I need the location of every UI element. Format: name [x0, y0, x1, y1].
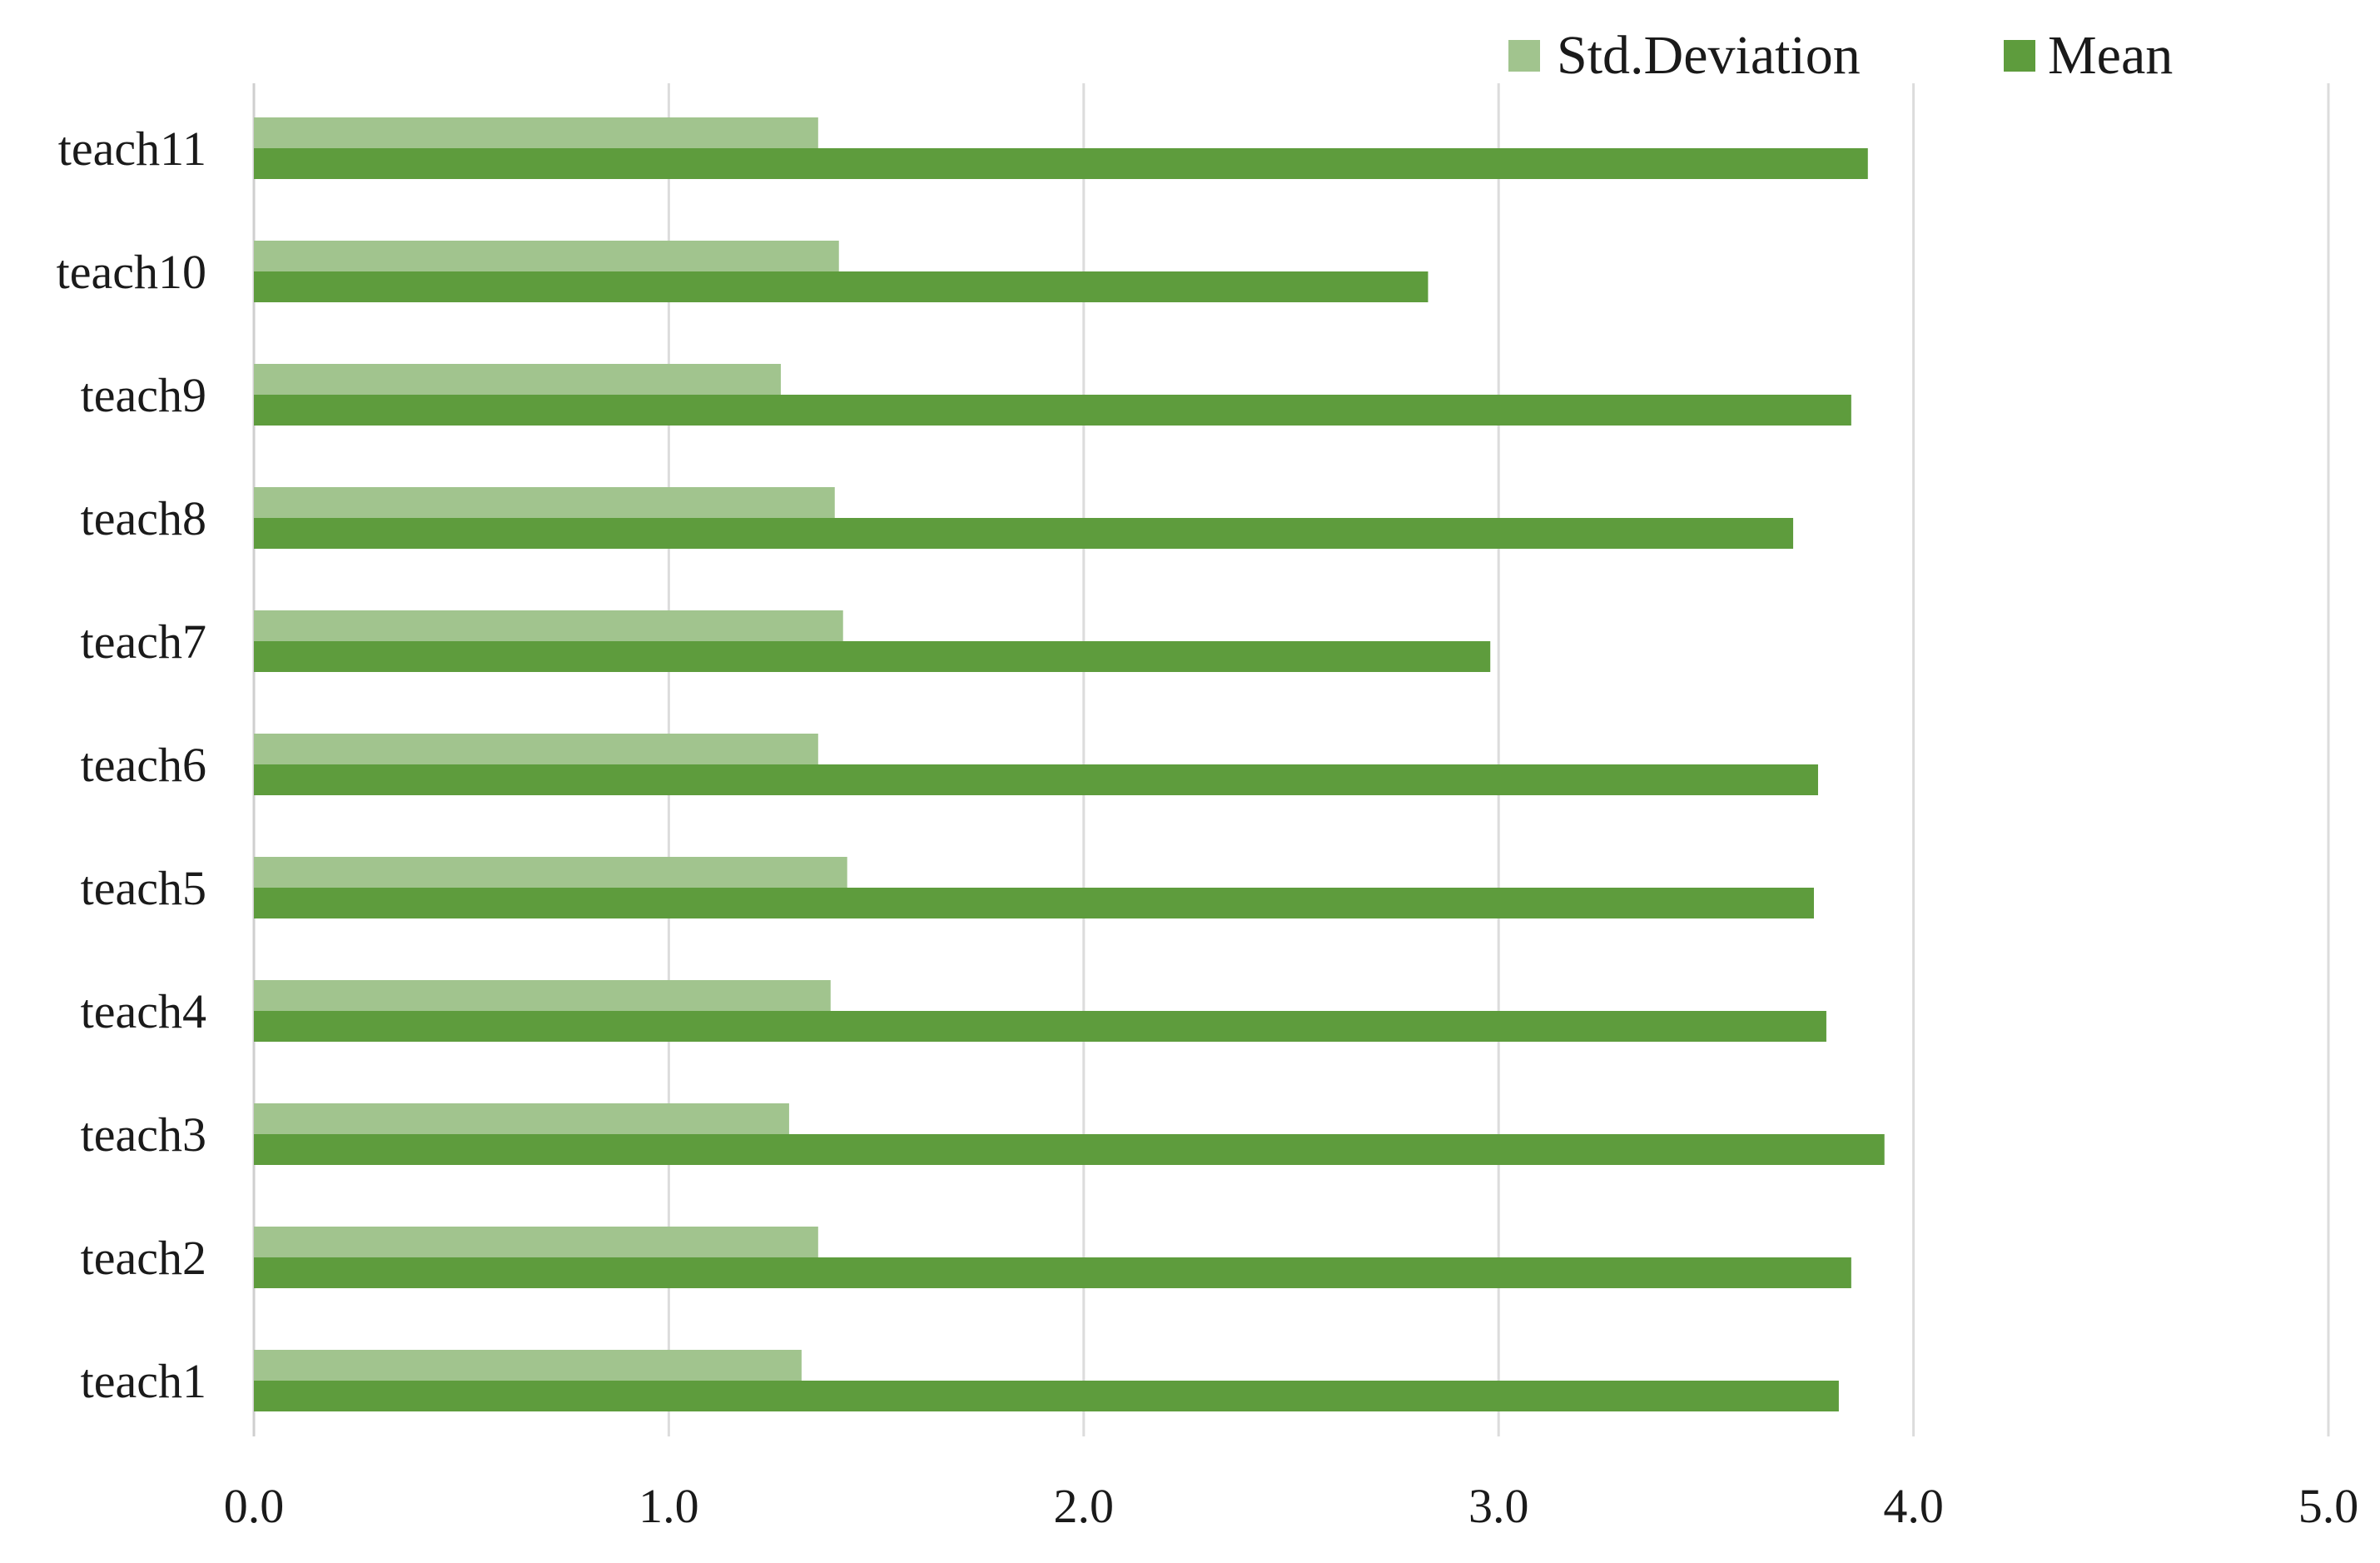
std-deviation-bar [254, 1227, 818, 1257]
mean-bar [254, 1257, 1851, 1288]
mean-bar [254, 1011, 1826, 1042]
bars [254, 117, 1885, 1411]
mean-bar [254, 518, 1794, 549]
category-label: teach1 [81, 1354, 206, 1408]
legend-swatch-mean [2004, 40, 2035, 72]
x-tick-label: 0.0 [224, 1479, 285, 1533]
grid-lines [252, 83, 2330, 1436]
category-label: teach2 [81, 1231, 206, 1285]
mean-bar [254, 888, 1814, 918]
category-label: teach7 [81, 615, 206, 669]
category-label: teach9 [81, 368, 206, 422]
x-tick-label: 5.0 [2298, 1479, 2359, 1533]
category-label: teach5 [81, 861, 206, 915]
category-label: teach6 [81, 738, 206, 792]
legend-label-std-deviation: Std.Deviation [1557, 25, 1861, 86]
std-deviation-bar [254, 117, 818, 148]
mean-bar [254, 1134, 1885, 1165]
legend-swatch-std-deviation [1508, 40, 1540, 72]
category-label: teach3 [81, 1108, 206, 1162]
category-label: teach10 [57, 245, 206, 299]
std-deviation-bar [254, 1103, 789, 1134]
legend: Std.Deviation Mean [1508, 25, 2173, 86]
mean-bar [254, 641, 1491, 672]
mean-bar [254, 148, 1868, 179]
axis-labels: 0.0 1.0 2.0 3.0 4.0 5.0 teach11 teach10 teach9 te… [57, 122, 2359, 1533]
std-deviation-bar [254, 980, 831, 1011]
std-deviation-bar [254, 487, 835, 518]
category-label: teach8 [81, 491, 206, 545]
category-label: teach11 [58, 122, 206, 176]
std-deviation-bar [254, 857, 847, 888]
x-tick-label: 4.0 [1883, 1479, 1944, 1533]
std-deviation-bar [254, 734, 818, 764]
std-deviation-bar [254, 364, 781, 395]
x-tick-label: 2.0 [1054, 1479, 1115, 1533]
mean-bar [254, 395, 1851, 426]
x-tick-label: 3.0 [1468, 1479, 1529, 1533]
legend-label-mean: Mean [2048, 25, 2173, 86]
std-deviation-bar [254, 1350, 802, 1381]
std-deviation-bar [254, 241, 839, 271]
std-deviation-bar [254, 610, 843, 641]
mean-bar [254, 271, 1428, 302]
x-tick-label: 1.0 [638, 1479, 699, 1533]
category-label: teach4 [81, 984, 206, 1038]
mean-bar [254, 764, 1818, 795]
mean-bar [254, 1381, 1839, 1411]
